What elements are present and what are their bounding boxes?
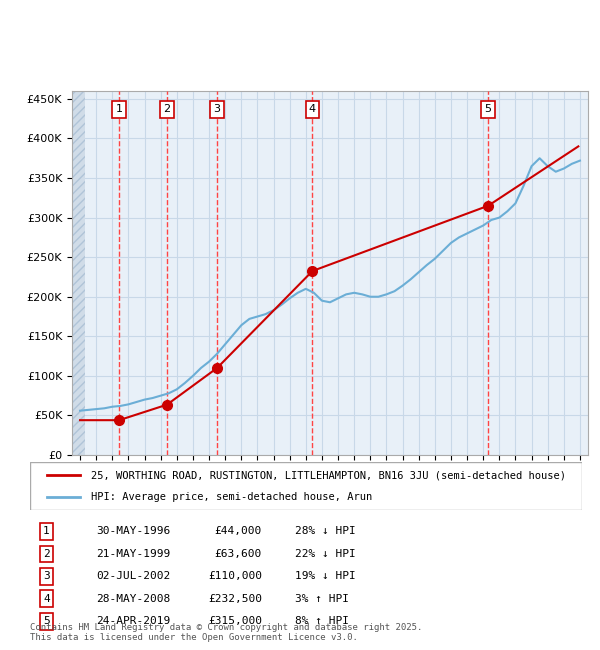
Text: £315,000: £315,000 — [208, 616, 262, 627]
Text: 22% ↓ HPI: 22% ↓ HPI — [295, 549, 356, 559]
Text: 2: 2 — [43, 549, 50, 559]
Text: 30-MAY-1996: 30-MAY-1996 — [96, 526, 170, 536]
Text: 4: 4 — [309, 104, 316, 114]
Text: £232,500: £232,500 — [208, 594, 262, 604]
Text: 8% ↑ HPI: 8% ↑ HPI — [295, 616, 349, 627]
Text: £63,600: £63,600 — [215, 549, 262, 559]
Text: 28-MAY-2008: 28-MAY-2008 — [96, 594, 170, 604]
Text: HPI: Average price, semi-detached house, Arun: HPI: Average price, semi-detached house,… — [91, 491, 372, 502]
Text: 5: 5 — [43, 616, 50, 627]
Text: 25, WORTHING ROAD, RUSTINGTON, LITTLEHAMPTON, BN16 3JU (semi-detached house): 25, WORTHING ROAD, RUSTINGTON, LITTLEHAM… — [91, 470, 566, 480]
Text: 24-APR-2019: 24-APR-2019 — [96, 616, 170, 627]
Text: 5: 5 — [485, 104, 491, 114]
Text: Contains HM Land Registry data © Crown copyright and database right 2025.
This d: Contains HM Land Registry data © Crown c… — [30, 623, 422, 642]
Text: 28% ↓ HPI: 28% ↓ HPI — [295, 526, 356, 536]
Text: 1: 1 — [116, 104, 122, 114]
FancyBboxPatch shape — [30, 462, 582, 510]
Text: 21-MAY-1999: 21-MAY-1999 — [96, 549, 170, 559]
Text: 02-JUL-2002: 02-JUL-2002 — [96, 571, 170, 581]
Text: £110,000: £110,000 — [208, 571, 262, 581]
Text: 3% ↑ HPI: 3% ↑ HPI — [295, 594, 349, 604]
Text: 3: 3 — [43, 571, 50, 581]
Text: 4: 4 — [43, 594, 50, 604]
Text: 2: 2 — [163, 104, 170, 114]
Text: 3: 3 — [214, 104, 221, 114]
Text: 19% ↓ HPI: 19% ↓ HPI — [295, 571, 356, 581]
Text: £44,000: £44,000 — [215, 526, 262, 536]
Text: 1: 1 — [43, 526, 50, 536]
Bar — [72, 91, 85, 455]
